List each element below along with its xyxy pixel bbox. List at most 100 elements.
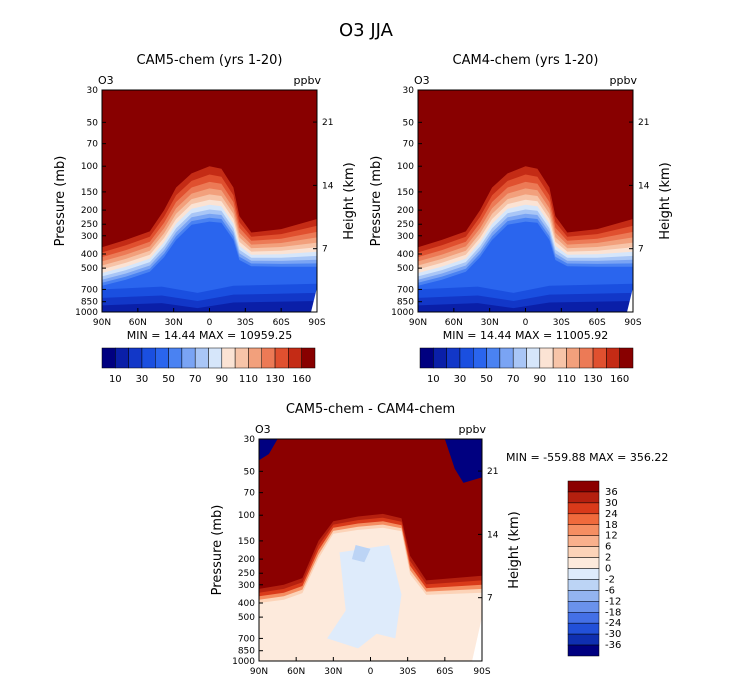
colorbar-label: 18 xyxy=(605,520,618,531)
y-tick-label: 1000 xyxy=(75,308,98,318)
y-tick-label: 150 xyxy=(397,188,414,198)
colorbar-label: 50 xyxy=(162,374,175,385)
unit-label: ppbv xyxy=(610,74,638,87)
colorbar-label: 50 xyxy=(480,374,493,385)
colorbar-label: 70 xyxy=(189,374,202,385)
y-right-tick-label: 14 xyxy=(487,530,499,540)
panel-cam5: 90N 60N 30N 0 30S 60S 90S 30 50 70 100 150 200 250 300… xyxy=(53,53,357,385)
panel-title: CAM5-chem - CAM4-chem xyxy=(286,402,455,417)
colorbar-label: 160 xyxy=(292,374,311,385)
y-right-axis-label: Height (km) xyxy=(658,162,673,239)
y-tick-label: 200 xyxy=(238,555,255,565)
colorbar-swatch xyxy=(567,579,600,591)
colorbar-swatch xyxy=(567,601,600,613)
x-tick-label: 90S xyxy=(624,318,641,328)
colorbar-swatch xyxy=(301,347,316,369)
x-tick-label: 90S xyxy=(308,318,325,328)
y-tick-label: 70 xyxy=(244,489,256,499)
y-tick-label: 700 xyxy=(397,285,414,295)
y-tick-label: 100 xyxy=(238,511,255,521)
negative-corner xyxy=(259,439,278,461)
y-tick-label: 850 xyxy=(81,298,98,308)
x-tick-label: 60S xyxy=(273,318,290,328)
colorbar-label: 160 xyxy=(610,374,629,385)
colorbar-label: 90 xyxy=(533,374,546,385)
field-contour-band xyxy=(102,300,317,312)
colorbar-swatch xyxy=(499,347,514,369)
y-tick-label: 300 xyxy=(238,581,255,591)
colorbar-swatch xyxy=(128,347,143,369)
missing-data-area xyxy=(472,617,482,661)
colorbar-swatch xyxy=(248,347,262,369)
colorbar-label: -2 xyxy=(605,574,615,585)
colorbar-label: 24 xyxy=(605,509,618,520)
y-tick-label: 500 xyxy=(238,613,255,623)
y-tick-label: 300 xyxy=(397,232,414,242)
y-tick-label: 250 xyxy=(238,569,255,579)
colorbar-label: 90 xyxy=(215,374,228,385)
y-axis-label: Pressure (mb) xyxy=(210,505,225,596)
y-tick-label: 250 xyxy=(397,220,414,230)
colorbar-label: 36 xyxy=(605,487,618,498)
unit-label: ppbv xyxy=(459,423,487,436)
colorbar-swatch xyxy=(221,347,236,369)
colorbar-label: 10 xyxy=(109,374,122,385)
colorbar-swatch xyxy=(552,347,567,369)
colorbar-label: -30 xyxy=(605,629,621,640)
colorbar-label: 6 xyxy=(605,542,611,553)
x-tick-label: 30N xyxy=(324,667,342,677)
y-tick-label: 200 xyxy=(81,206,98,216)
y-tick-label: 30 xyxy=(87,86,99,96)
colorbar-swatch xyxy=(539,347,554,369)
y-tick-label: 50 xyxy=(403,118,415,128)
colorbar-label: 2 xyxy=(605,553,611,564)
y-tick-label: 500 xyxy=(397,264,414,274)
y-right-axis-label: Height (km) xyxy=(342,162,357,239)
negative-region xyxy=(327,544,402,649)
colorbar-label: 70 xyxy=(507,374,520,385)
negative-corner xyxy=(444,439,482,483)
colorbar-label: 130 xyxy=(266,374,285,385)
variable-label: O3 xyxy=(255,423,271,436)
y-tick-label: 70 xyxy=(403,140,415,150)
colorbar-label: -6 xyxy=(605,585,615,596)
y-tick-label: 850 xyxy=(397,298,414,308)
y-tick-label: 50 xyxy=(244,467,256,477)
y-tick-label: 700 xyxy=(81,285,98,295)
y-tick-label: 100 xyxy=(397,162,414,172)
y-tick-label: 500 xyxy=(81,264,98,274)
x-tick-label: 30S xyxy=(399,667,416,677)
colorbar-swatch xyxy=(274,347,289,369)
colorbar-swatch xyxy=(567,535,600,547)
colorbar-swatch xyxy=(512,347,527,369)
x-tick-label: 30N xyxy=(165,318,183,328)
y-tick-label: 150 xyxy=(81,188,98,198)
panel-cam4: 90N 60N 30N 0 30S 60S 90S 30 50 70 100 150 200 250 300… xyxy=(369,53,673,385)
colorbar-swatch xyxy=(567,546,600,558)
x-tick-label: 30S xyxy=(553,318,570,328)
colorbar-swatch xyxy=(473,347,487,369)
y-axis-label: Pressure (mb) xyxy=(53,156,68,247)
x-tick-label: 60N xyxy=(129,318,147,328)
colorbar-swatch xyxy=(567,524,600,536)
colorbar-swatch xyxy=(194,347,209,369)
colorbar-swatch xyxy=(101,347,116,369)
y-right-tick-label: 21 xyxy=(487,467,498,477)
colorbar-swatch xyxy=(208,347,223,369)
y-right-axis-label: Height (km) xyxy=(507,511,522,588)
x-tick-label: 60S xyxy=(589,318,606,328)
colorbar-label: 10 xyxy=(427,374,440,385)
colorbar-swatch xyxy=(567,622,600,635)
y-tick-label: 200 xyxy=(397,206,414,216)
colorbar-swatch xyxy=(567,502,600,515)
panels-layer: 90N 60N 30N 0 30S 60S 90S305070100150200250300… xyxy=(53,53,673,677)
colorbar-swatch xyxy=(567,480,600,493)
y-tick-label: 30 xyxy=(403,86,415,96)
colorbar-swatch xyxy=(288,347,302,369)
y-right-tick-label: 21 xyxy=(322,118,333,128)
colorbar-swatch xyxy=(234,347,249,369)
colorbar-label: -24 xyxy=(605,618,621,629)
y-tick-label: 1000 xyxy=(232,657,255,667)
colorbar-swatch xyxy=(526,347,541,369)
